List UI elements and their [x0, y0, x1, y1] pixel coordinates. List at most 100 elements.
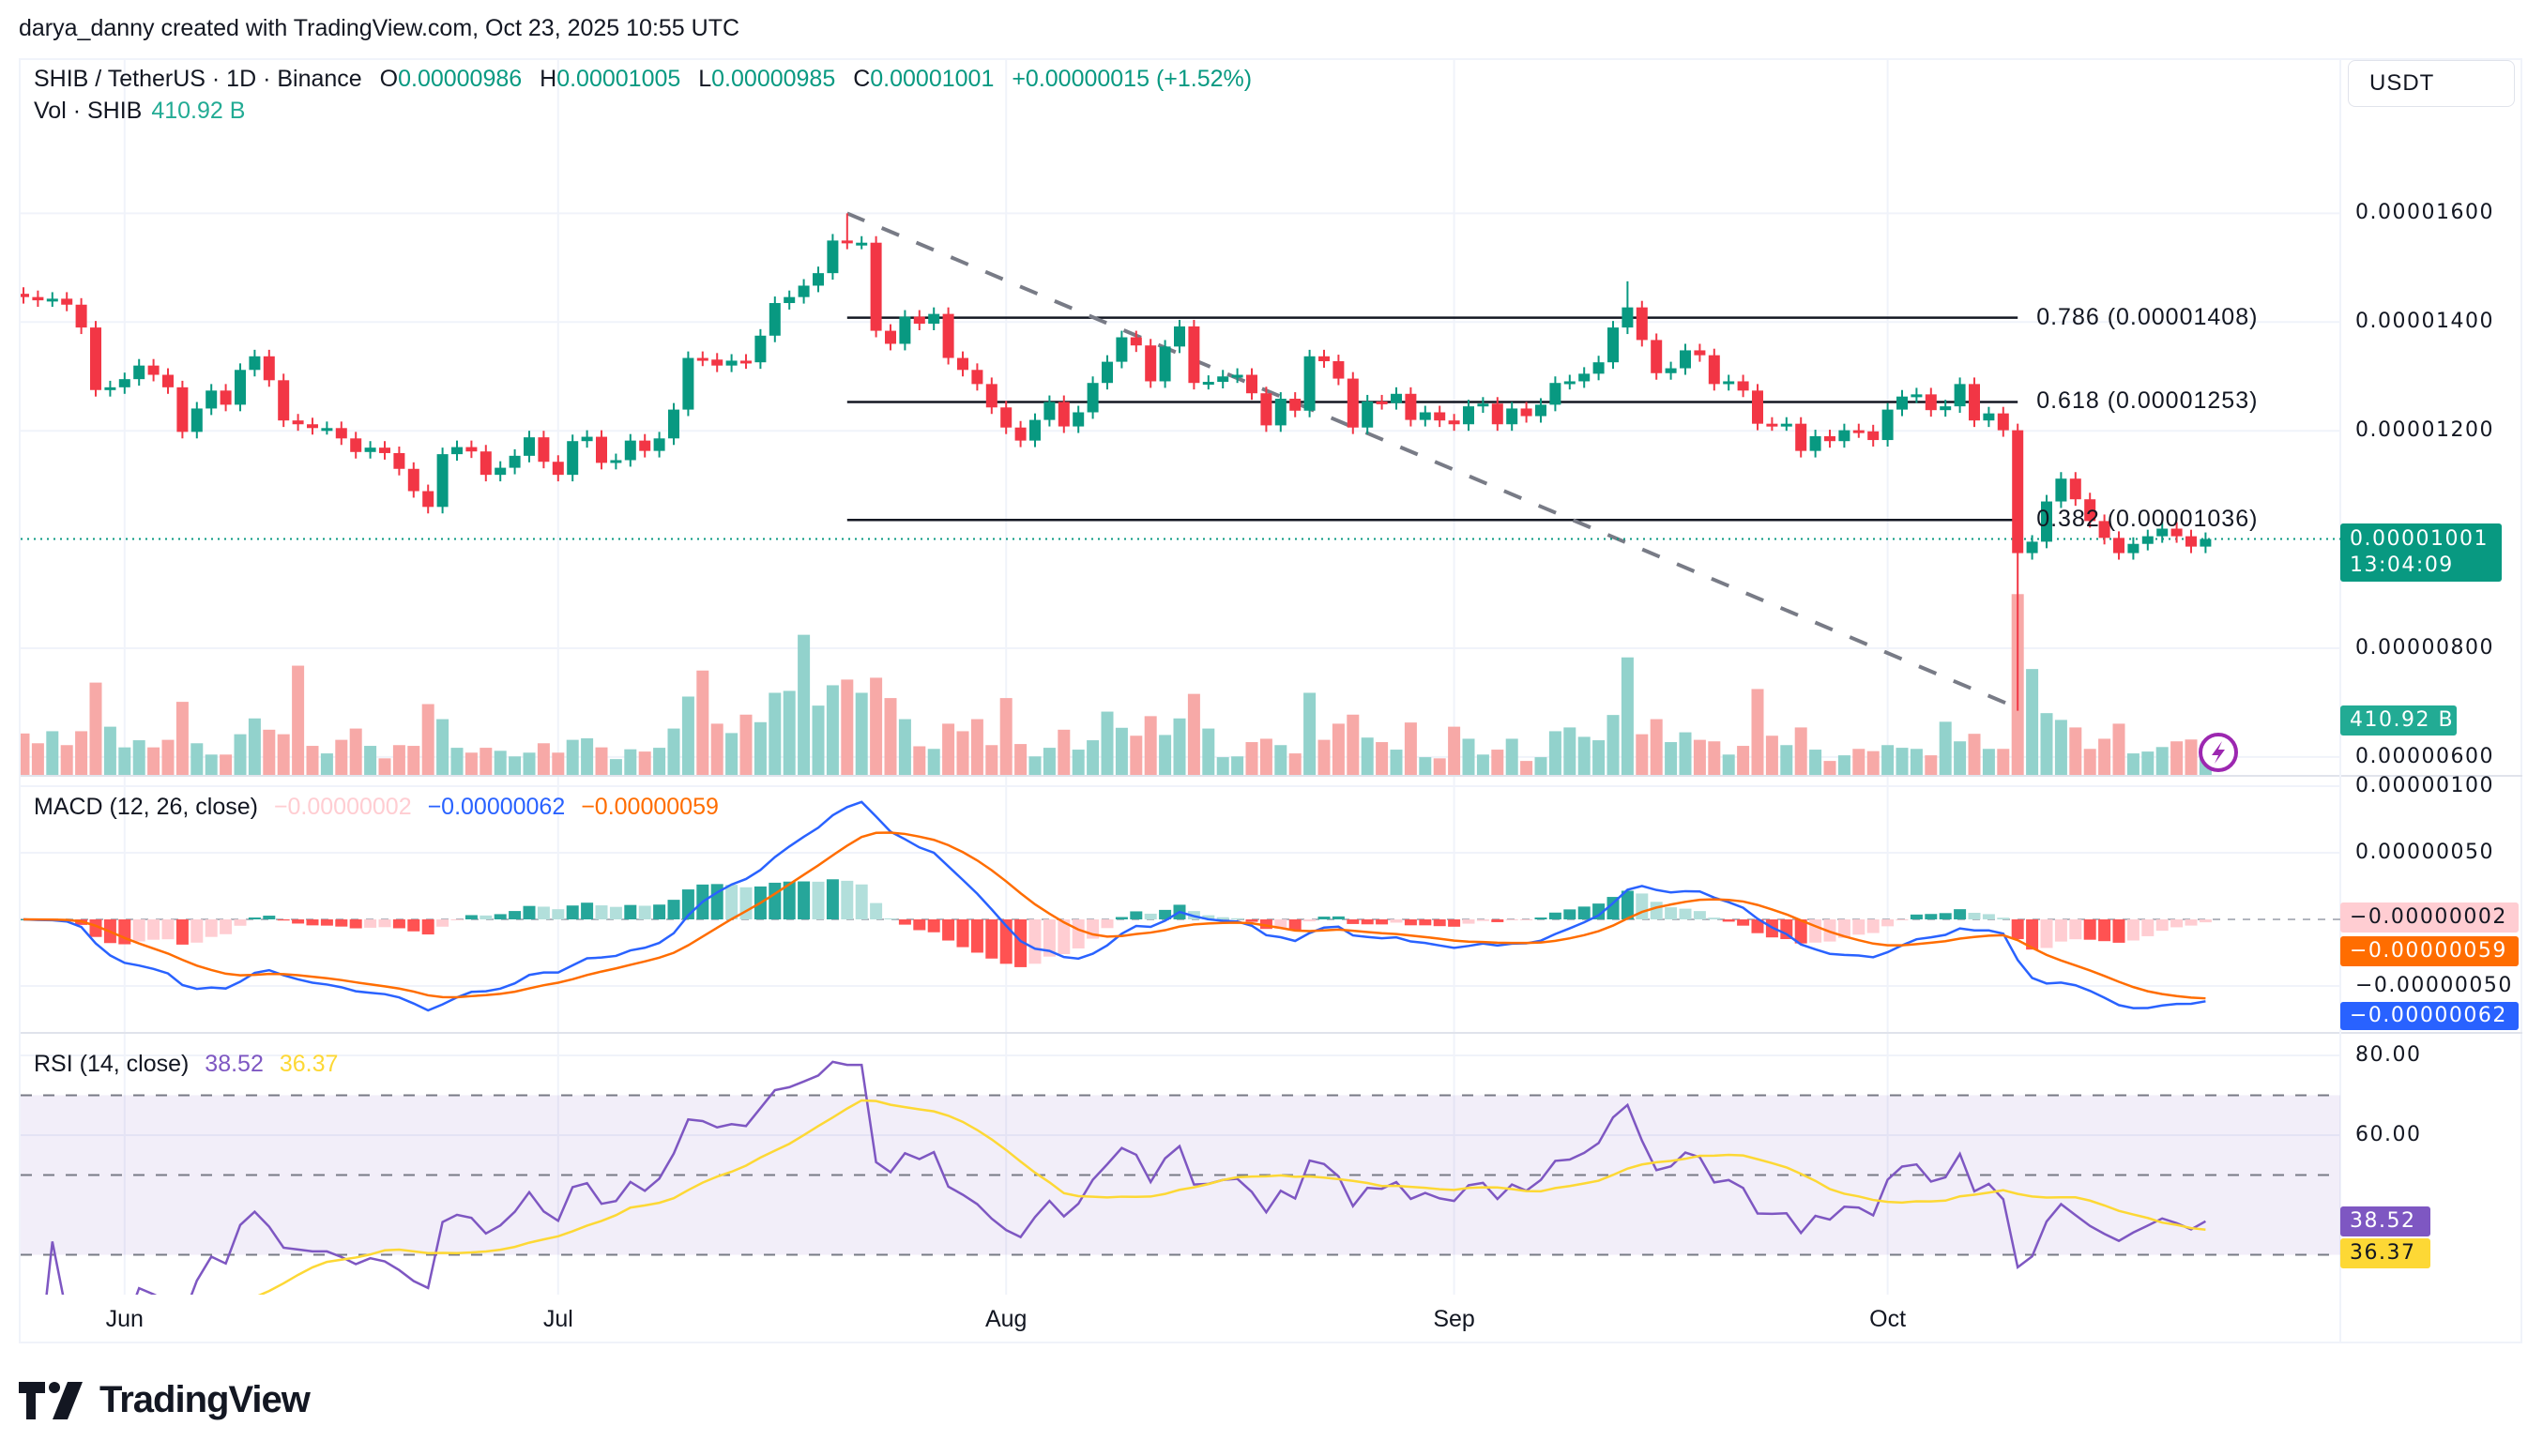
candle-body — [653, 438, 665, 451]
macd-histogram-bar — [1216, 917, 1229, 919]
volume-bar — [927, 749, 940, 775]
macd-histogram-bar — [1433, 919, 1446, 927]
tradingview-logo[interactable]: TradingView — [19, 1379, 311, 1421]
candle — [1246, 368, 1257, 401]
candle-body — [2170, 528, 2183, 537]
candle-body — [278, 380, 290, 421]
candle-body — [1795, 423, 1807, 451]
volume-bar — [2040, 713, 2053, 775]
volume-value: 410.92 B — [151, 98, 246, 124]
volume-bar — [1288, 753, 1302, 775]
candle-body — [104, 387, 116, 390]
volume-bar — [2098, 738, 2111, 775]
volume-bar — [1505, 738, 1518, 775]
candle — [798, 279, 810, 304]
volume-bar — [1072, 750, 1085, 775]
macd-histogram-bar — [147, 919, 160, 940]
volume-bar — [855, 692, 868, 775]
macd-histogram-bar — [205, 919, 218, 937]
macd-histogram-bar — [1939, 913, 1952, 919]
currency-button[interactable]: USDT — [2348, 60, 2515, 107]
candle-body — [1043, 402, 1056, 420]
candle-body — [725, 360, 738, 366]
volume-bar — [1376, 742, 1389, 775]
volume-bar — [480, 748, 493, 775]
candle-body — [2113, 538, 2124, 554]
candle — [1578, 367, 1591, 388]
volume-bar — [1231, 756, 1244, 775]
volume-bar — [1794, 727, 1807, 775]
volume-bar — [335, 739, 348, 775]
macd-histogram-bar — [2083, 919, 2096, 940]
volume-legend[interactable]: Vol · SHIB 410.92 B — [34, 98, 245, 125]
macd-histogram-bar — [1505, 919, 1518, 920]
volume-bar — [1187, 693, 1200, 775]
candle-body — [190, 408, 203, 432]
volume-bar — [1693, 739, 1706, 775]
volume-bar — [2112, 723, 2125, 775]
volume-bar — [1997, 749, 2010, 775]
symbol-legend[interactable]: SHIB / TetherUS · 1D · Binance O0.000009… — [34, 66, 1252, 93]
candle-body — [2069, 478, 2081, 500]
candle-body — [1318, 356, 1330, 362]
macd-histogram-bar — [826, 879, 839, 919]
macd-histogram-bar — [2098, 919, 2111, 942]
candle-body — [1202, 382, 1214, 386]
volume-bar — [1982, 749, 1995, 775]
candle — [1159, 340, 1171, 388]
candle — [1318, 349, 1330, 368]
volume-bar — [1563, 727, 1576, 775]
fib-level-label: 0.618 (0.00001253) — [2036, 387, 2259, 415]
candle-body — [249, 356, 261, 371]
candle-body — [957, 357, 968, 371]
candle — [1838, 423, 1850, 448]
candle — [46, 292, 58, 308]
candle-body — [1217, 376, 1229, 383]
volume-bar — [653, 748, 666, 775]
macd-histogram-bar — [450, 919, 464, 920]
candle — [1809, 430, 1821, 458]
volume-bar — [2026, 669, 2039, 775]
candle — [407, 462, 419, 498]
macd-histogram-bar — [537, 906, 550, 919]
change-value: +0.00000015 (+1.52%) — [1012, 66, 1253, 92]
candle — [1520, 402, 1532, 423]
macd-histogram-bar — [739, 887, 753, 919]
candle — [581, 430, 593, 448]
macd-histogram-bar — [624, 904, 637, 919]
volume-bar — [436, 719, 449, 775]
candle — [784, 290, 796, 310]
candle — [1477, 397, 1489, 414]
candle — [653, 432, 665, 458]
candle-body — [1708, 355, 1720, 385]
volume-bar — [277, 734, 290, 775]
macd-histogram-bar — [1130, 911, 1143, 919]
rsi-legend[interactable]: RSI (14, close) 38.52 36.37 — [34, 1051, 338, 1078]
macd-tick: 0.00000050 — [2355, 841, 2494, 864]
price-tick: 0.00001600 — [2355, 201, 2494, 225]
brand-name: TradingView — [99, 1379, 311, 1420]
macd-histogram-bar — [1202, 915, 1215, 919]
macd-signal-line — [23, 831, 2206, 1000]
candle-body — [682, 357, 694, 410]
candle-body — [436, 454, 449, 508]
macd-legend[interactable]: MACD (12, 26, close) −0.00000002 −0.0000… — [34, 794, 719, 821]
candle-body — [913, 316, 925, 325]
macd-histogram-bar — [2011, 919, 2024, 940]
candle-body — [928, 313, 940, 325]
volume-bar — [566, 739, 579, 775]
time-tick: Jul — [542, 1306, 573, 1332]
volume-bar — [812, 705, 825, 775]
candle — [985, 377, 997, 415]
candle — [1043, 395, 1056, 427]
candle — [364, 441, 376, 459]
volume-bar — [956, 731, 969, 775]
macd-histogram-bar — [1376, 919, 1389, 925]
macd-histogram-bar — [609, 906, 622, 919]
macd-histogram-bar — [220, 919, 233, 934]
volume-bar — [31, 743, 44, 775]
candle-body — [2084, 499, 2096, 522]
macd-histogram-bar — [798, 881, 811, 919]
candle — [2156, 522, 2169, 543]
